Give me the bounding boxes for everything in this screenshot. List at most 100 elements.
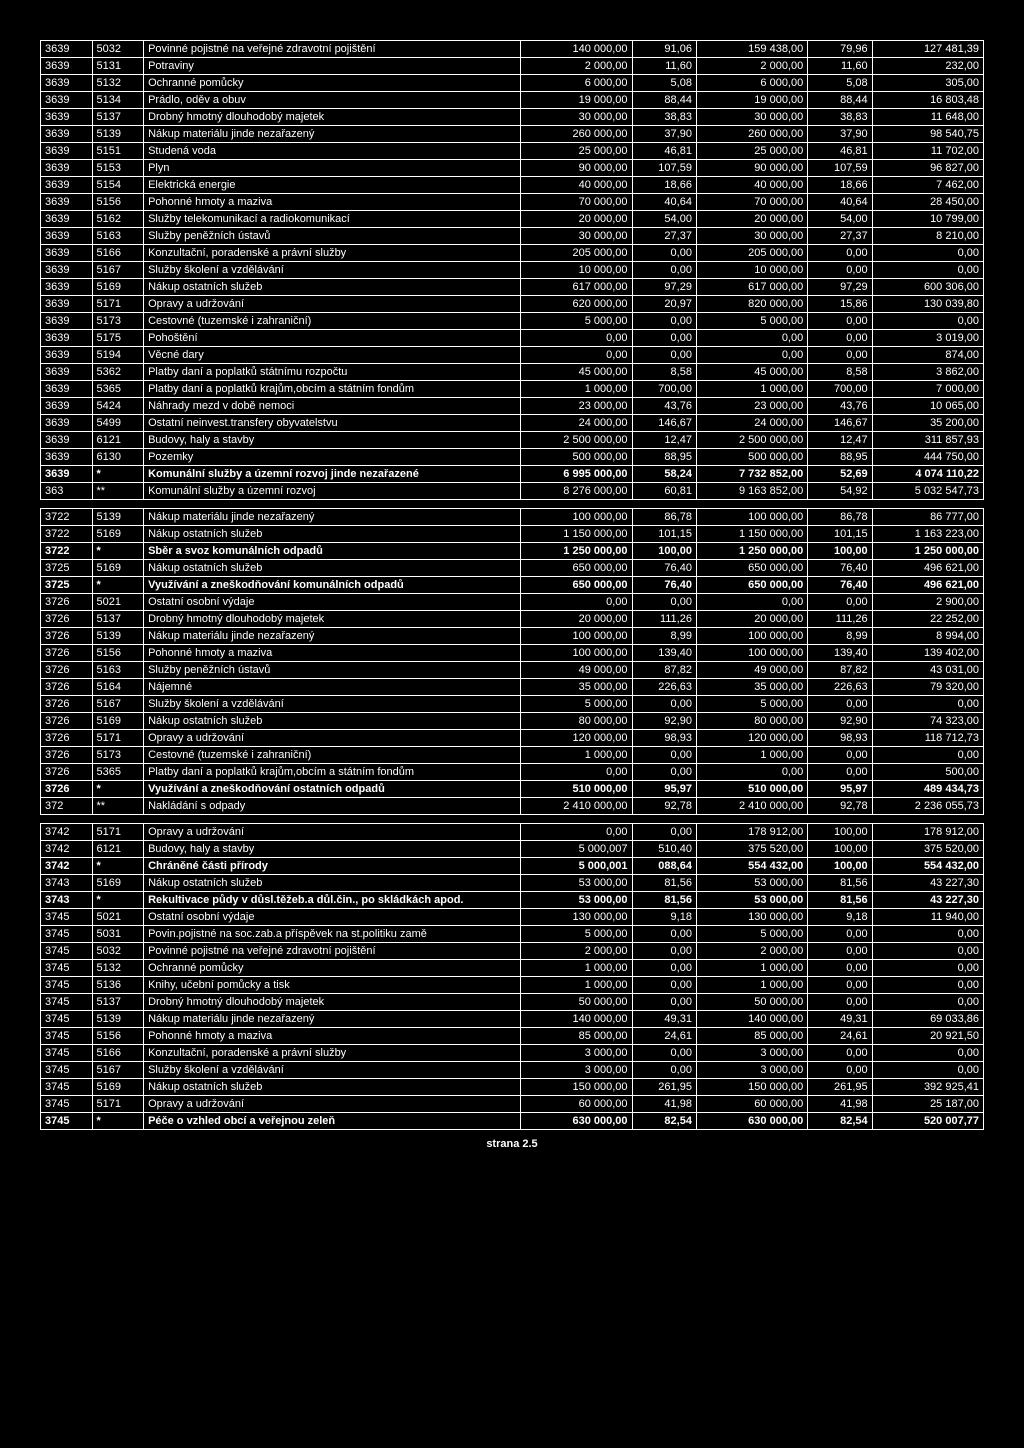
cell-c8: 139 402,00	[872, 645, 983, 662]
cell-c6: 0,00	[696, 347, 807, 364]
cell-c3: Nákup materiálu jinde nezařazený	[144, 126, 521, 143]
cell-c8: 0,00	[872, 960, 983, 977]
cell-c2: *	[92, 1113, 144, 1130]
table-row: 37455139Nákup materiálu jinde nezařazený…	[41, 1011, 984, 1028]
cell-c6: 25 000,00	[696, 143, 807, 160]
cell-c7: 38,83	[808, 109, 872, 126]
cell-c7: 0,00	[808, 330, 872, 347]
cell-c6: 500 000,00	[696, 449, 807, 466]
cell-c3: Nákup ostatních služeb	[144, 526, 521, 543]
cell-c2: 5171	[92, 730, 144, 747]
cell-c7: 146,67	[808, 415, 872, 432]
cell-c7: 79,96	[808, 41, 872, 58]
cell-c4: 0,00	[521, 594, 632, 611]
cell-c2: 5167	[92, 696, 144, 713]
cell-c1: 3639	[41, 449, 93, 466]
cell-c1: 3639	[41, 262, 93, 279]
cell-c3: Nájemné	[144, 679, 521, 696]
cell-c1: 3726	[41, 645, 93, 662]
cell-c1: 3639	[41, 92, 93, 109]
cell-c8: 25 187,00	[872, 1096, 983, 1113]
cell-c3: Studená voda	[144, 143, 521, 160]
cell-c5: 54,00	[632, 211, 696, 228]
cell-c2: **	[92, 483, 144, 500]
cell-c3: Sběr a svoz komunálních odpadů	[144, 543, 521, 560]
cell-c6: 2 000,00	[696, 943, 807, 960]
table-row: 36395194Věcné dary0,000,000,000,00874,00	[41, 347, 984, 364]
cell-c2: 5021	[92, 594, 144, 611]
cell-c8: 10 799,00	[872, 211, 983, 228]
cell-c6: 20 000,00	[696, 211, 807, 228]
cell-c1: 3639	[41, 177, 93, 194]
cell-c1: 3639	[41, 245, 93, 262]
table-row: 37455171Opravy a udržování60 000,0041,98…	[41, 1096, 984, 1113]
cell-c6: 2 410 000,00	[696, 798, 807, 815]
cell-c4: 3 000,00	[521, 1062, 632, 1079]
cell-c1: 3639	[41, 143, 93, 160]
cell-c8: 178 912,00	[872, 824, 983, 841]
cell-c4: 140 000,00	[521, 41, 632, 58]
cell-c8: 1 163 223,00	[872, 526, 983, 543]
cell-c7: 700,00	[808, 381, 872, 398]
table-row: 3725*Využívání a zneškodňování komunální…	[41, 577, 984, 594]
cell-c7: 0,00	[808, 696, 872, 713]
cell-c8: 375 520,00	[872, 841, 983, 858]
cell-c1: 3726	[41, 713, 93, 730]
cell-c5: 0,00	[632, 696, 696, 713]
cell-c7: 0,00	[808, 245, 872, 262]
cell-c3: Knihy, učební pomůcky a tisk	[144, 977, 521, 994]
cell-c4: 23 000,00	[521, 398, 632, 415]
cell-c3: Komunální služby a územní rozvoj	[144, 483, 521, 500]
cell-c8: 0,00	[872, 943, 983, 960]
cell-c7: 76,40	[808, 560, 872, 577]
cell-c5: 5,08	[632, 75, 696, 92]
cell-c2: 5365	[92, 764, 144, 781]
cell-c8: 3 019,00	[872, 330, 983, 347]
table-row: 36395169Nákup ostatních služeb617 000,00…	[41, 279, 984, 296]
cell-c2: 5169	[92, 1079, 144, 1096]
cell-c5: 101,15	[632, 526, 696, 543]
cell-c5: 226,63	[632, 679, 696, 696]
cell-c4: 1 000,00	[521, 960, 632, 977]
cell-c4: 140 000,00	[521, 1011, 632, 1028]
cell-c3: Opravy a udržování	[144, 824, 521, 841]
cell-c7: 107,59	[808, 160, 872, 177]
cell-c4: 650 000,00	[521, 577, 632, 594]
cell-c7: 54,92	[808, 483, 872, 500]
cell-c5: 088,64	[632, 858, 696, 875]
cell-c2: 5139	[92, 628, 144, 645]
cell-c5: 87,82	[632, 662, 696, 679]
cell-c2: 5021	[92, 909, 144, 926]
table-row: 37265173Cestovné (tuzemské i zahraniční)…	[41, 747, 984, 764]
cell-c6: 6 000,00	[696, 75, 807, 92]
cell-c2: *	[92, 543, 144, 560]
table-row: 37265164Nájemné35 000,00226,6335 000,002…	[41, 679, 984, 696]
cell-c2: 5156	[92, 194, 144, 211]
cell-c6: 5 000,00	[696, 696, 807, 713]
cell-c7: 0,00	[808, 943, 872, 960]
cell-c6: 140 000,00	[696, 1011, 807, 1028]
cell-c1: 3745	[41, 1045, 93, 1062]
cell-c6: 30 000,00	[696, 228, 807, 245]
cell-c5: 88,95	[632, 449, 696, 466]
cell-c6: 100 000,00	[696, 628, 807, 645]
cell-c2: 6121	[92, 841, 144, 858]
cell-c8: 43 227,30	[872, 875, 983, 892]
cell-c1: 3639	[41, 160, 93, 177]
cell-c8: 520 007,77	[872, 1113, 983, 1130]
cell-c4: 30 000,00	[521, 109, 632, 126]
table-row: 372**Nakládání s odpady2 410 000,0092,78…	[41, 798, 984, 815]
cell-c5: 8,99	[632, 628, 696, 645]
cell-c6: 130 000,00	[696, 909, 807, 926]
cell-c7: 52,69	[808, 466, 872, 483]
cell-c8: 35 200,00	[872, 415, 983, 432]
cell-c1: 3639	[41, 381, 93, 398]
table-row: 36395362Platby daní a poplatků státnímu …	[41, 364, 984, 381]
cell-c4: 205 000,00	[521, 245, 632, 262]
cell-c3: Komunální služby a územní rozvoj jinde n…	[144, 466, 521, 483]
cell-c4: 3 000,00	[521, 1045, 632, 1062]
cell-c6: 9 163 852,00	[696, 483, 807, 500]
table-row: 3745*Péče o vzhled obcí a veřejnou zeleň…	[41, 1113, 984, 1130]
table-row: 37455136Knihy, učební pomůcky a tisk1 00…	[41, 977, 984, 994]
cell-c5: 24,61	[632, 1028, 696, 1045]
